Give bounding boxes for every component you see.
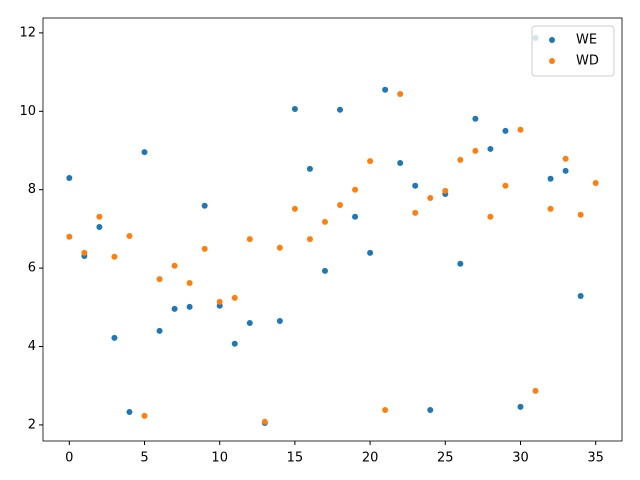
point xyxy=(577,292,584,299)
x-tick-label: 25 xyxy=(437,451,454,466)
x-tick-label: 20 xyxy=(362,451,379,466)
point xyxy=(171,305,178,312)
legend-label: WE xyxy=(576,33,597,48)
legend-marker xyxy=(549,58,555,64)
point xyxy=(126,232,133,239)
y-tick-label: 12 xyxy=(19,25,36,40)
point xyxy=(337,106,344,113)
point xyxy=(201,245,208,252)
point xyxy=(517,403,524,410)
point xyxy=(397,91,404,98)
point xyxy=(66,174,73,181)
point xyxy=(412,209,419,216)
point xyxy=(547,205,554,212)
y-tick-label: 6 xyxy=(28,261,36,276)
point xyxy=(171,262,178,269)
point xyxy=(562,167,569,174)
legend-box xyxy=(531,25,615,77)
x-tick-label: 30 xyxy=(512,451,529,466)
x-tick-label: 10 xyxy=(211,451,228,466)
point xyxy=(306,165,313,172)
point xyxy=(156,276,163,283)
point xyxy=(216,298,223,305)
point xyxy=(186,280,193,287)
point xyxy=(547,175,554,182)
point xyxy=(382,407,389,414)
point xyxy=(291,205,298,212)
point xyxy=(412,182,419,189)
point xyxy=(306,236,313,243)
x-tick-label: 0 xyxy=(65,451,73,466)
point xyxy=(382,86,389,93)
point xyxy=(231,340,238,347)
point xyxy=(276,318,283,325)
point xyxy=(577,211,584,218)
point xyxy=(246,319,253,326)
point xyxy=(156,327,163,334)
plot-frame xyxy=(42,17,623,442)
point xyxy=(186,303,193,310)
point xyxy=(472,115,479,122)
point xyxy=(442,187,449,194)
point xyxy=(457,156,464,163)
y-tick-label: 10 xyxy=(19,104,36,119)
point xyxy=(472,147,479,154)
point xyxy=(66,233,73,240)
point xyxy=(367,158,374,165)
point xyxy=(427,407,434,414)
point xyxy=(352,213,359,220)
point xyxy=(141,149,148,156)
point xyxy=(517,126,524,133)
point xyxy=(397,160,404,167)
point xyxy=(231,294,238,301)
point xyxy=(276,244,283,251)
point xyxy=(261,418,268,425)
point xyxy=(532,387,539,394)
point xyxy=(367,249,374,256)
point xyxy=(562,155,569,162)
y-tick-label: 8 xyxy=(28,182,36,197)
y-tick-label: 4 xyxy=(28,339,36,354)
x-tick-label: 15 xyxy=(287,451,304,466)
point xyxy=(352,186,359,193)
point xyxy=(126,408,133,415)
point xyxy=(81,249,88,256)
point xyxy=(321,218,328,225)
point xyxy=(487,213,494,220)
legend-marker xyxy=(549,37,555,43)
point xyxy=(291,105,298,112)
point xyxy=(201,202,208,209)
point xyxy=(502,127,509,134)
point xyxy=(337,201,344,208)
point xyxy=(246,236,253,243)
point xyxy=(141,412,148,419)
point xyxy=(96,213,103,220)
y-tick-label: 2 xyxy=(28,417,36,432)
point xyxy=(321,267,328,274)
point xyxy=(111,253,118,260)
point xyxy=(96,223,103,230)
point xyxy=(502,182,509,189)
x-tick-label: 5 xyxy=(140,451,148,466)
legend-label: WD xyxy=(576,54,599,69)
point xyxy=(427,194,434,201)
point xyxy=(487,145,494,152)
x-tick-label: 35 xyxy=(587,451,604,466)
point xyxy=(111,334,118,341)
point xyxy=(592,180,599,187)
point xyxy=(457,260,464,267)
